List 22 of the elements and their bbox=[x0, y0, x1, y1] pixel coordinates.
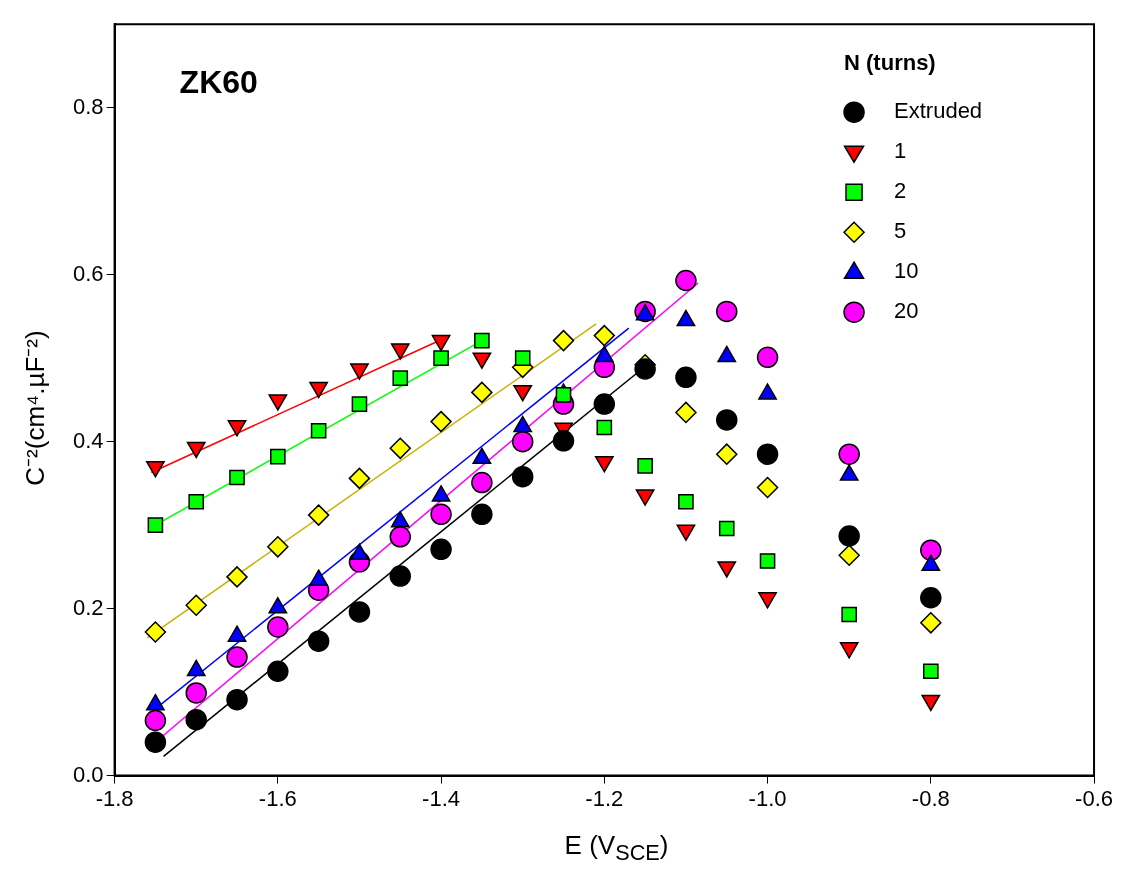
x-tick-label: -0.8 bbox=[911, 785, 950, 811]
legend-label: 1 bbox=[894, 138, 907, 164]
legend-label: 5 bbox=[894, 218, 907, 244]
y-tick-label: 0.4 bbox=[72, 427, 104, 453]
x-tick-label: -1.0 bbox=[748, 785, 787, 811]
x-tick-label: -1.4 bbox=[422, 785, 461, 811]
legend-label: 2 bbox=[894, 178, 907, 204]
text: ZK60 bbox=[179, 64, 258, 101]
legend-label: 20 bbox=[894, 298, 919, 324]
legend-label: 10 bbox=[894, 258, 919, 284]
legend-title: N (turns) bbox=[844, 50, 936, 76]
y-tick-label: 0.8 bbox=[72, 93, 104, 119]
x-tick-label: -1.8 bbox=[95, 785, 134, 811]
x-tick-label: -1.6 bbox=[258, 785, 297, 811]
x-axis-title: E (V$_{SCE}$) bbox=[563, 830, 670, 867]
y-tick-label: 0.2 bbox=[72, 594, 104, 620]
x-tick-label: -1.2 bbox=[585, 785, 624, 811]
y-tick-label: 0.6 bbox=[72, 260, 104, 286]
y-axis-title: C⁻²(cm⁴.µF⁻²) bbox=[19, 330, 51, 486]
x-tick-label: -0.6 bbox=[1075, 785, 1114, 811]
legend-label: Extruded bbox=[894, 98, 983, 124]
y-tick-label: 0.0 bbox=[72, 761, 104, 787]
